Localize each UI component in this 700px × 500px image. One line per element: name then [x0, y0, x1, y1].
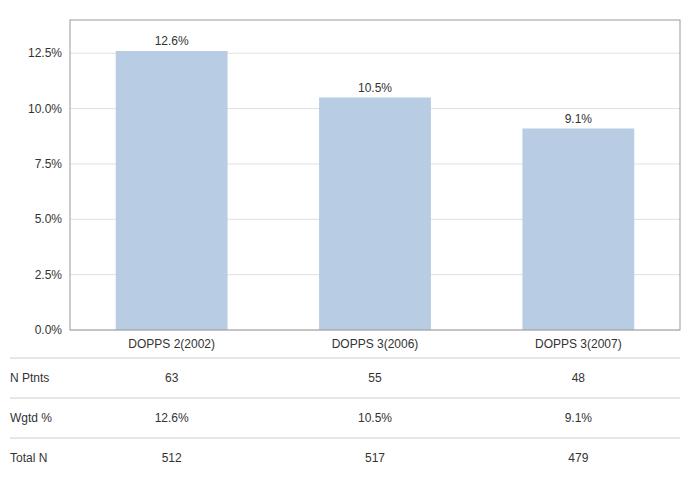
x-tick-label: DOPPS 2(2002) [128, 337, 215, 351]
y-tick-label: 12.5% [28, 46, 62, 60]
table-cell: 9.1% [565, 411, 593, 425]
bar [319, 98, 431, 331]
data-label: 12.6% [155, 34, 189, 48]
table-cell: 12.6% [155, 411, 189, 425]
table-row-label: N Ptnts [10, 371, 49, 385]
data-labels: 12.6% 10.5% 9.1% [155, 34, 593, 126]
data-label: 10.5% [358, 81, 392, 95]
y-tick-label: 10.0% [28, 102, 62, 116]
table-separator [10, 398, 680, 399]
bar [522, 129, 634, 331]
x-tick-label: DOPPS 3(2006) [332, 337, 419, 351]
x-tick-label: DOPPS 3(2007) [535, 337, 622, 351]
plot-frame [70, 20, 680, 330]
chart-svg: 0.0% 2.5% 5.0% 7.5% 10.0% 12.5% 12.6% 10.5% 9.1%… [0, 0, 700, 500]
x-axis: DOPPS 2(2002) DOPPS 3(2006) DOPPS 3(2007) [128, 337, 621, 351]
data-table: N Ptnts 63 55 48 Wgtd % 12.6% 10.5% 9.1% Total N… [10, 358, 680, 465]
table-cell: 63 [165, 371, 179, 385]
table-row-label: Total N [10, 451, 47, 465]
table-row-label: Wgtd % [10, 411, 52, 425]
y-tick-label: 0.0% [35, 323, 63, 337]
bars [116, 51, 635, 330]
table-separator [10, 438, 680, 439]
table-cell: 479 [568, 451, 588, 465]
table-cell: 512 [162, 451, 182, 465]
table-cell: 55 [368, 371, 382, 385]
y-axis: 0.0% 2.5% 5.0% 7.5% 10.0% 12.5% [28, 46, 62, 337]
table-cell: 10.5% [358, 411, 392, 425]
y-tick-label: 2.5% [35, 268, 63, 282]
bar [116, 51, 228, 330]
table-separator [10, 358, 680, 359]
y-tick-label: 7.5% [35, 157, 63, 171]
table-cell: 517 [365, 451, 385, 465]
chart-container: 0.0% 2.5% 5.0% 7.5% 10.0% 12.5% 12.6% 10.5% 9.1%… [0, 0, 700, 500]
table-cell: 48 [572, 371, 586, 385]
y-tick-label: 5.0% [35, 212, 63, 226]
data-label: 9.1% [565, 112, 593, 126]
